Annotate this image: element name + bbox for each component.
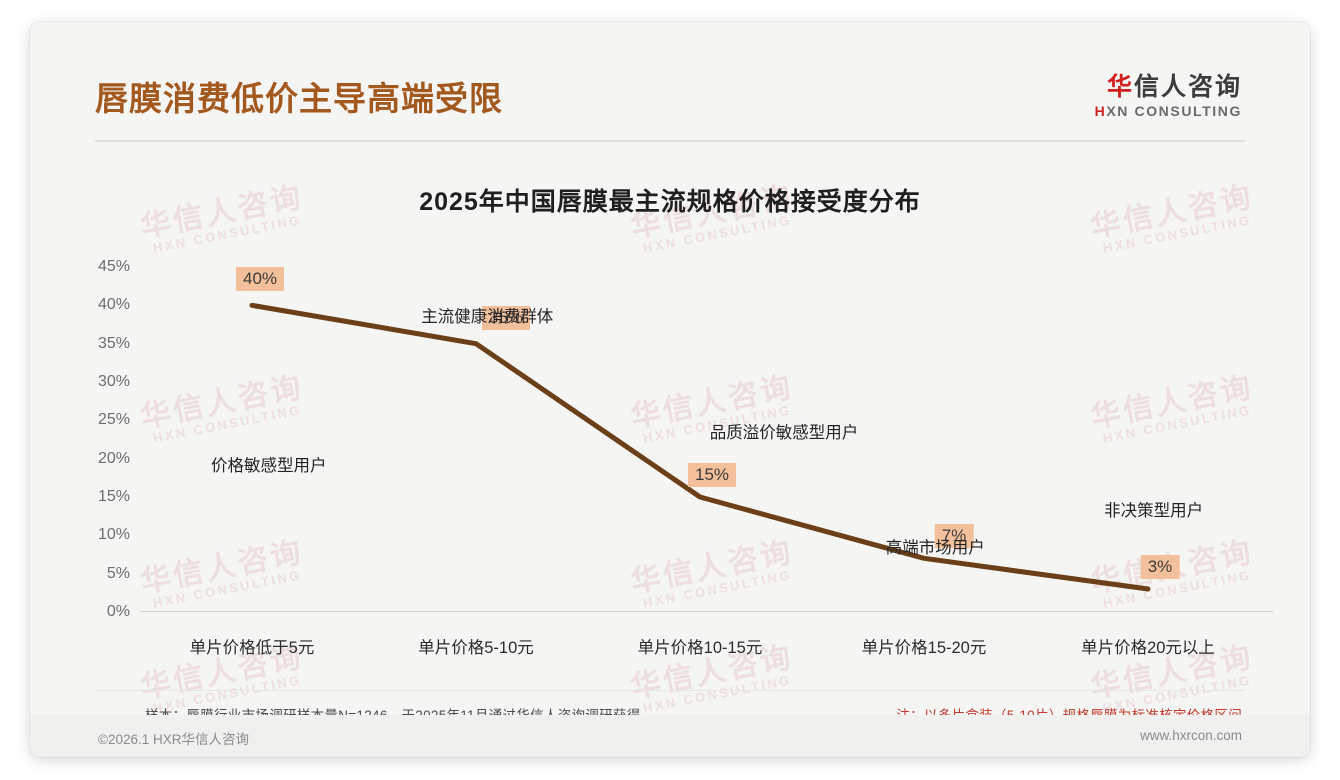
brand-logo: 华信人咨询 HXN CONSULTING (1095, 74, 1242, 119)
data-label: 3% (1140, 555, 1180, 579)
chart-annotation: 主流健康消费群体 (421, 308, 554, 327)
logo-en-rest: XN CONSULTING (1106, 103, 1242, 120)
logo-en-highlight: H (1094, 103, 1107, 120)
logo-chinese: 华信人咨询 (1095, 74, 1242, 100)
x-axis-tick: 单片价格15-20元 (861, 639, 987, 657)
website-text: www.hxrcon.com (1139, 728, 1242, 743)
x-axis-line (140, 611, 1273, 612)
y-axis-tick: 35% (97, 334, 130, 352)
x-axis-tick: 单片价格20元以上 (1081, 639, 1215, 657)
y-axis-tick: 15% (97, 488, 130, 505)
x-axis-tick: 单片价格10-15元 (637, 639, 763, 657)
logo-cn-rest: 信人咨询 (1133, 73, 1242, 101)
y-axis-tick: 10% (97, 526, 130, 544)
data-label: 35% (481, 305, 531, 330)
data-label: 40% (235, 267, 285, 292)
y-axis-tick: 30% (97, 373, 130, 390)
y-axis-tick: 5% (106, 564, 130, 582)
x-axis-tick: 单片价格低于5元 (189, 639, 315, 657)
logo-cn-highlight: 华 (1106, 73, 1134, 101)
y-axis-tick: 40% (97, 296, 130, 314)
chart-annotation: 非决策型用户 (1104, 501, 1204, 520)
data-label: 7% (934, 524, 974, 549)
line-chart-plot: 45% 40% 35% 30% 25% 20% 15% 10% 5% 0% 单片价格低于5元 单片价格… (98, 258, 1273, 657)
chart-annotation: 品质溢价敏感型用户 (709, 423, 859, 442)
chart-line-series (249, 302, 1151, 592)
copyright-text: ©2026.1 HXR华信人咨询 (98, 732, 249, 747)
series-line (249, 302, 1151, 592)
data-label: 15% (687, 463, 737, 487)
footer-divider-top (95, 690, 1245, 691)
y-axis-tick: 0% (106, 603, 130, 620)
slide-header: 唇膜消费低价主导高端受限 华信人咨询 HXN CONSULTING (30, 22, 1310, 119)
bottom-bar: ©2026.1 HXR华信人咨询 www.hxrcon.com (30, 715, 1310, 757)
logo-english: HXN CONSULTING (1095, 103, 1242, 119)
slide-canvas: 华信人咨询 HXN CONSULTING 华信人咨询 HXN CONSULTING 华信… (30, 22, 1310, 757)
y-axis-tick: 20% (97, 449, 130, 467)
header-divider (95, 140, 1245, 142)
x-axis-tick: 单片价格5-10元 (418, 639, 534, 657)
chart-annotation: 高端市场用户 (885, 539, 985, 558)
chart-annotation: 价格敏感型用户 (211, 456, 327, 475)
y-axis-tick: 45% (97, 258, 130, 275)
chart-title: 2025年中国唇膜最主流规格价格接受度分布 (419, 188, 921, 216)
y-axis-tick: 25% (97, 411, 130, 429)
page-title: 唇膜消费低价主导高端受限 (95, 80, 503, 117)
